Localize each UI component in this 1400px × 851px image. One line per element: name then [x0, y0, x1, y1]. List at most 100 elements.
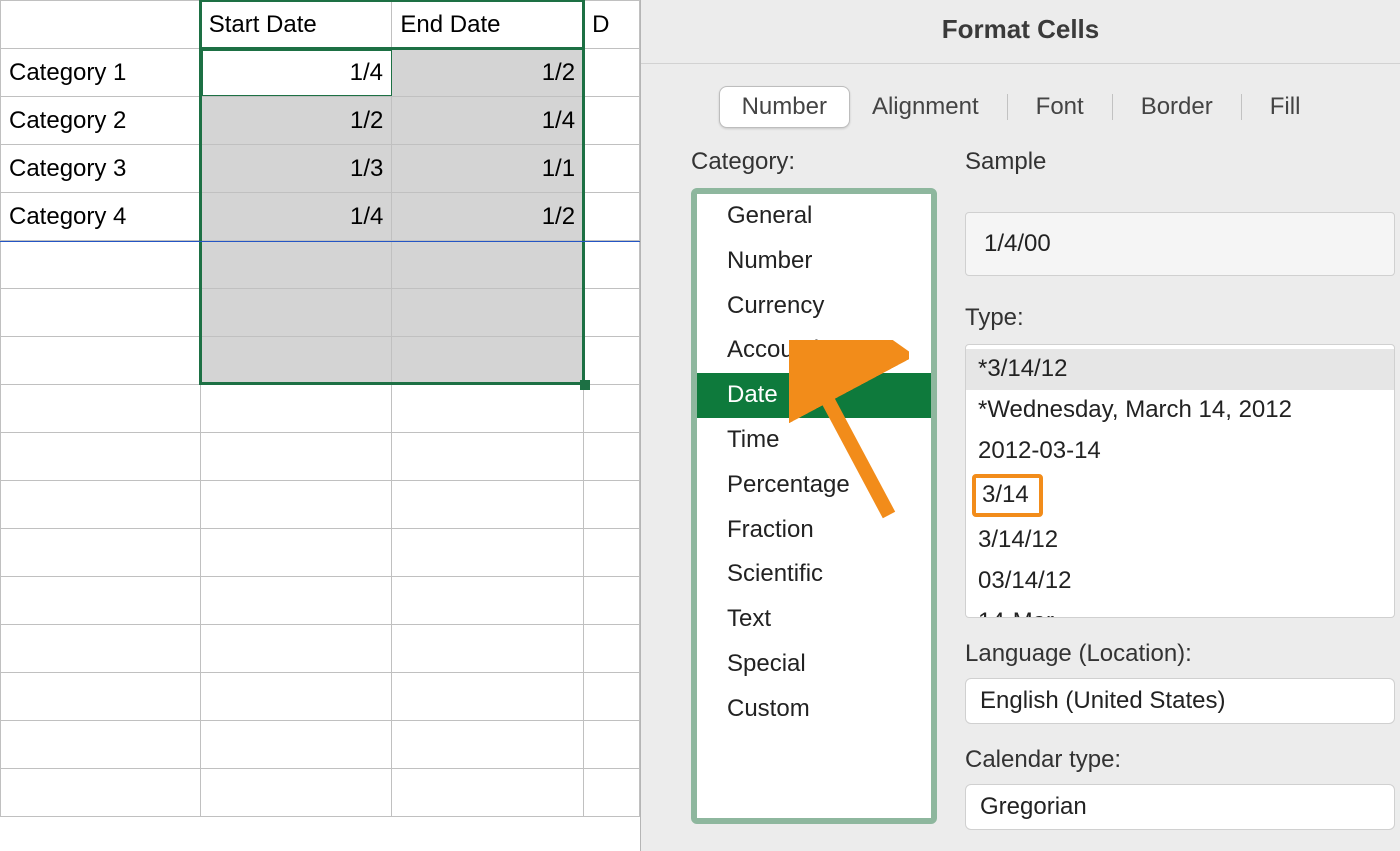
cell-empty[interactable] — [1, 721, 201, 769]
cell-empty[interactable] — [584, 337, 640, 385]
cell-empty[interactable] — [392, 433, 584, 481]
cell-empty[interactable] — [392, 721, 584, 769]
cell-empty[interactable] — [1, 529, 201, 577]
cat-scientific[interactable]: Scientific — [697, 552, 931, 597]
cell-empty[interactable] — [200, 241, 392, 289]
type-item-3[interactable]: 3/14 — [966, 471, 1394, 520]
cell-c2[interactable]: 1/2 — [392, 49, 584, 97]
cell-empty[interactable] — [584, 769, 640, 817]
spreadsheet[interactable]: Start Date End Date D Category 1 1/4 1/2… — [0, 0, 640, 817]
type-item-1[interactable]: *Wednesday, March 14, 2012 — [966, 390, 1394, 431]
cell-empty[interactable] — [584, 673, 640, 721]
cell-empty[interactable] — [1, 769, 201, 817]
cell-empty[interactable] — [200, 385, 392, 433]
cell-c3[interactable]: 1/4 — [392, 97, 584, 145]
language-label: Language (Location): — [965, 640, 1400, 668]
cell-b3[interactable]: 1/2 — [200, 97, 392, 145]
cell-empty[interactable] — [1, 241, 201, 289]
tab-alignment[interactable]: Alignment — [850, 87, 1001, 127]
tab-border[interactable]: Border — [1119, 87, 1235, 127]
cell-a5[interactable]: Category 4 — [1, 193, 201, 241]
cell-empty[interactable] — [584, 289, 640, 337]
cell-empty[interactable] — [392, 673, 584, 721]
cell-d4[interactable] — [584, 145, 640, 193]
cell-a4[interactable]: Category 3 — [1, 145, 201, 193]
cell-empty[interactable] — [392, 289, 584, 337]
cell-empty[interactable] — [392, 577, 584, 625]
cell-empty[interactable] — [200, 529, 392, 577]
cell-empty[interactable] — [392, 529, 584, 577]
cell-empty[interactable] — [200, 337, 392, 385]
cat-accounting[interactable]: Accounting — [697, 328, 931, 373]
cell-b4[interactable]: 1/3 — [200, 145, 392, 193]
cell-c5[interactable]: 1/2 — [392, 193, 584, 241]
calendar-dropdown[interactable]: Gregorian — [965, 784, 1395, 830]
cell-b5[interactable]: 1/4 — [200, 193, 392, 241]
cell-empty[interactable] — [584, 241, 640, 289]
cell-a3[interactable]: Category 2 — [1, 97, 201, 145]
cell-empty[interactable] — [392, 769, 584, 817]
cell-empty[interactable] — [200, 433, 392, 481]
tab-fill[interactable]: Fill — [1248, 87, 1323, 127]
cell-empty[interactable] — [200, 673, 392, 721]
cell-d5[interactable] — [584, 193, 640, 241]
type-item-6[interactable]: 14-Mar — [966, 602, 1394, 618]
tab-separator — [1007, 94, 1008, 120]
cell-empty[interactable] — [1, 673, 201, 721]
cell-empty[interactable] — [200, 721, 392, 769]
cell-empty[interactable] — [392, 241, 584, 289]
header-d[interactable]: D — [584, 1, 640, 49]
cat-special[interactable]: Special — [697, 642, 931, 687]
cell-empty[interactable] — [1, 577, 201, 625]
cell-empty[interactable] — [584, 433, 640, 481]
cell-empty[interactable] — [1, 433, 201, 481]
cell-empty[interactable] — [392, 625, 584, 673]
language-dropdown[interactable]: English (United States) — [965, 678, 1395, 724]
cell-empty[interactable] — [200, 481, 392, 529]
cat-number[interactable]: Number — [697, 239, 931, 284]
cat-custom[interactable]: Custom — [697, 687, 931, 732]
cell-empty[interactable] — [584, 385, 640, 433]
cell-empty[interactable] — [1, 337, 201, 385]
cat-percentage[interactable]: Percentage — [697, 463, 931, 508]
cell-empty[interactable] — [1, 385, 201, 433]
type-item-4[interactable]: 3/14/12 — [966, 520, 1394, 561]
type-item-5[interactable]: 03/14/12 — [966, 561, 1394, 602]
cell-empty[interactable] — [200, 577, 392, 625]
cell-d3[interactable] — [584, 97, 640, 145]
cat-time[interactable]: Time — [697, 418, 931, 463]
cell-a2[interactable]: Category 1 — [1, 49, 201, 97]
cell-empty[interactable] — [392, 385, 584, 433]
cat-general[interactable]: General — [697, 194, 931, 239]
category-list[interactable]: General Number Currency Accounting Date … — [691, 188, 937, 824]
cell-empty[interactable] — [584, 625, 640, 673]
cell-empty[interactable] — [584, 577, 640, 625]
cell-empty[interactable] — [200, 625, 392, 673]
type-list[interactable]: *3/14/12 *Wednesday, March 14, 2012 2012… — [965, 344, 1395, 618]
cell-c4[interactable]: 1/1 — [392, 145, 584, 193]
header-end-date[interactable]: End Date — [392, 1, 584, 49]
sample-label: Sample — [965, 148, 1400, 176]
type-item-2[interactable]: 2012-03-14 — [966, 431, 1394, 472]
cell-empty[interactable] — [1, 481, 201, 529]
cat-text[interactable]: Text — [697, 597, 931, 642]
header-start-date[interactable]: Start Date — [200, 1, 392, 49]
cell-empty[interactable] — [584, 529, 640, 577]
cell-empty[interactable] — [584, 481, 640, 529]
cat-date[interactable]: Date — [697, 373, 931, 418]
cell-empty[interactable] — [1, 625, 201, 673]
cell-empty[interactable] — [200, 289, 392, 337]
type-label: Type: — [965, 304, 1400, 332]
cell-empty[interactable] — [392, 337, 584, 385]
cell-empty[interactable] — [392, 481, 584, 529]
tab-font[interactable]: Font — [1014, 87, 1106, 127]
tab-number[interactable]: Number — [719, 86, 850, 128]
cell-b2[interactable]: 1/4 — [200, 49, 392, 97]
cat-currency[interactable]: Currency — [697, 284, 931, 329]
cell-empty[interactable] — [1, 289, 201, 337]
cell-d2[interactable] — [584, 49, 640, 97]
cat-fraction[interactable]: Fraction — [697, 508, 931, 553]
cell-empty[interactable] — [584, 721, 640, 769]
cell-empty[interactable] — [200, 769, 392, 817]
type-item-0[interactable]: *3/14/12 — [966, 349, 1394, 390]
